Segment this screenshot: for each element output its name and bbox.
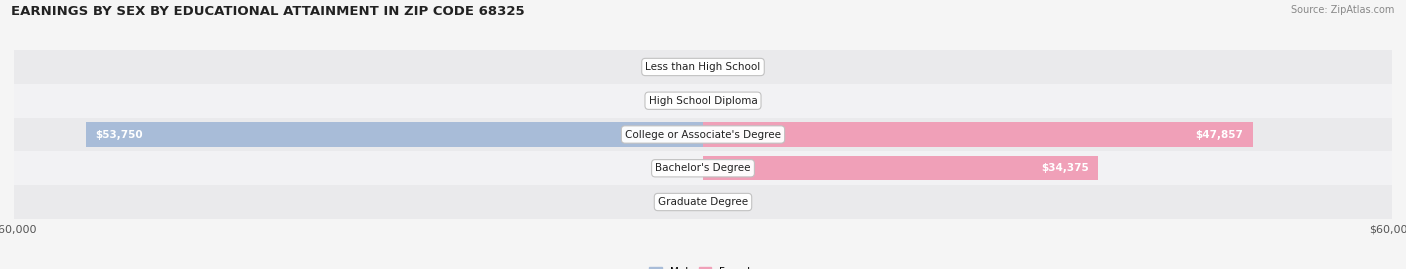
- Text: Source: ZipAtlas.com: Source: ZipAtlas.com: [1291, 5, 1395, 15]
- Bar: [703, 122, 1253, 147]
- Text: $0: $0: [714, 96, 728, 106]
- Bar: [14, 185, 1392, 219]
- Bar: [14, 151, 1392, 185]
- Text: $34,375: $34,375: [1040, 163, 1088, 173]
- Text: $0: $0: [678, 62, 692, 72]
- Bar: [14, 50, 1392, 84]
- Text: $0: $0: [714, 62, 728, 72]
- Text: $0: $0: [678, 163, 692, 173]
- Text: $53,750: $53,750: [96, 129, 142, 140]
- Text: Less than High School: Less than High School: [645, 62, 761, 72]
- Text: $47,857: $47,857: [1195, 129, 1243, 140]
- Text: College or Associate's Degree: College or Associate's Degree: [626, 129, 780, 140]
- Bar: [14, 84, 1392, 118]
- Bar: [14, 118, 1392, 151]
- Text: Graduate Degree: Graduate Degree: [658, 197, 748, 207]
- Text: Bachelor's Degree: Bachelor's Degree: [655, 163, 751, 173]
- Legend: Male, Female: Male, Female: [645, 263, 761, 269]
- Text: EARNINGS BY SEX BY EDUCATIONAL ATTAINMENT IN ZIP CODE 68325: EARNINGS BY SEX BY EDUCATIONAL ATTAINMEN…: [11, 5, 524, 18]
- Bar: [703, 156, 1098, 180]
- Text: High School Diploma: High School Diploma: [648, 96, 758, 106]
- Text: $0: $0: [678, 197, 692, 207]
- Text: $0: $0: [678, 96, 692, 106]
- Text: $0: $0: [714, 197, 728, 207]
- Bar: [86, 122, 703, 147]
